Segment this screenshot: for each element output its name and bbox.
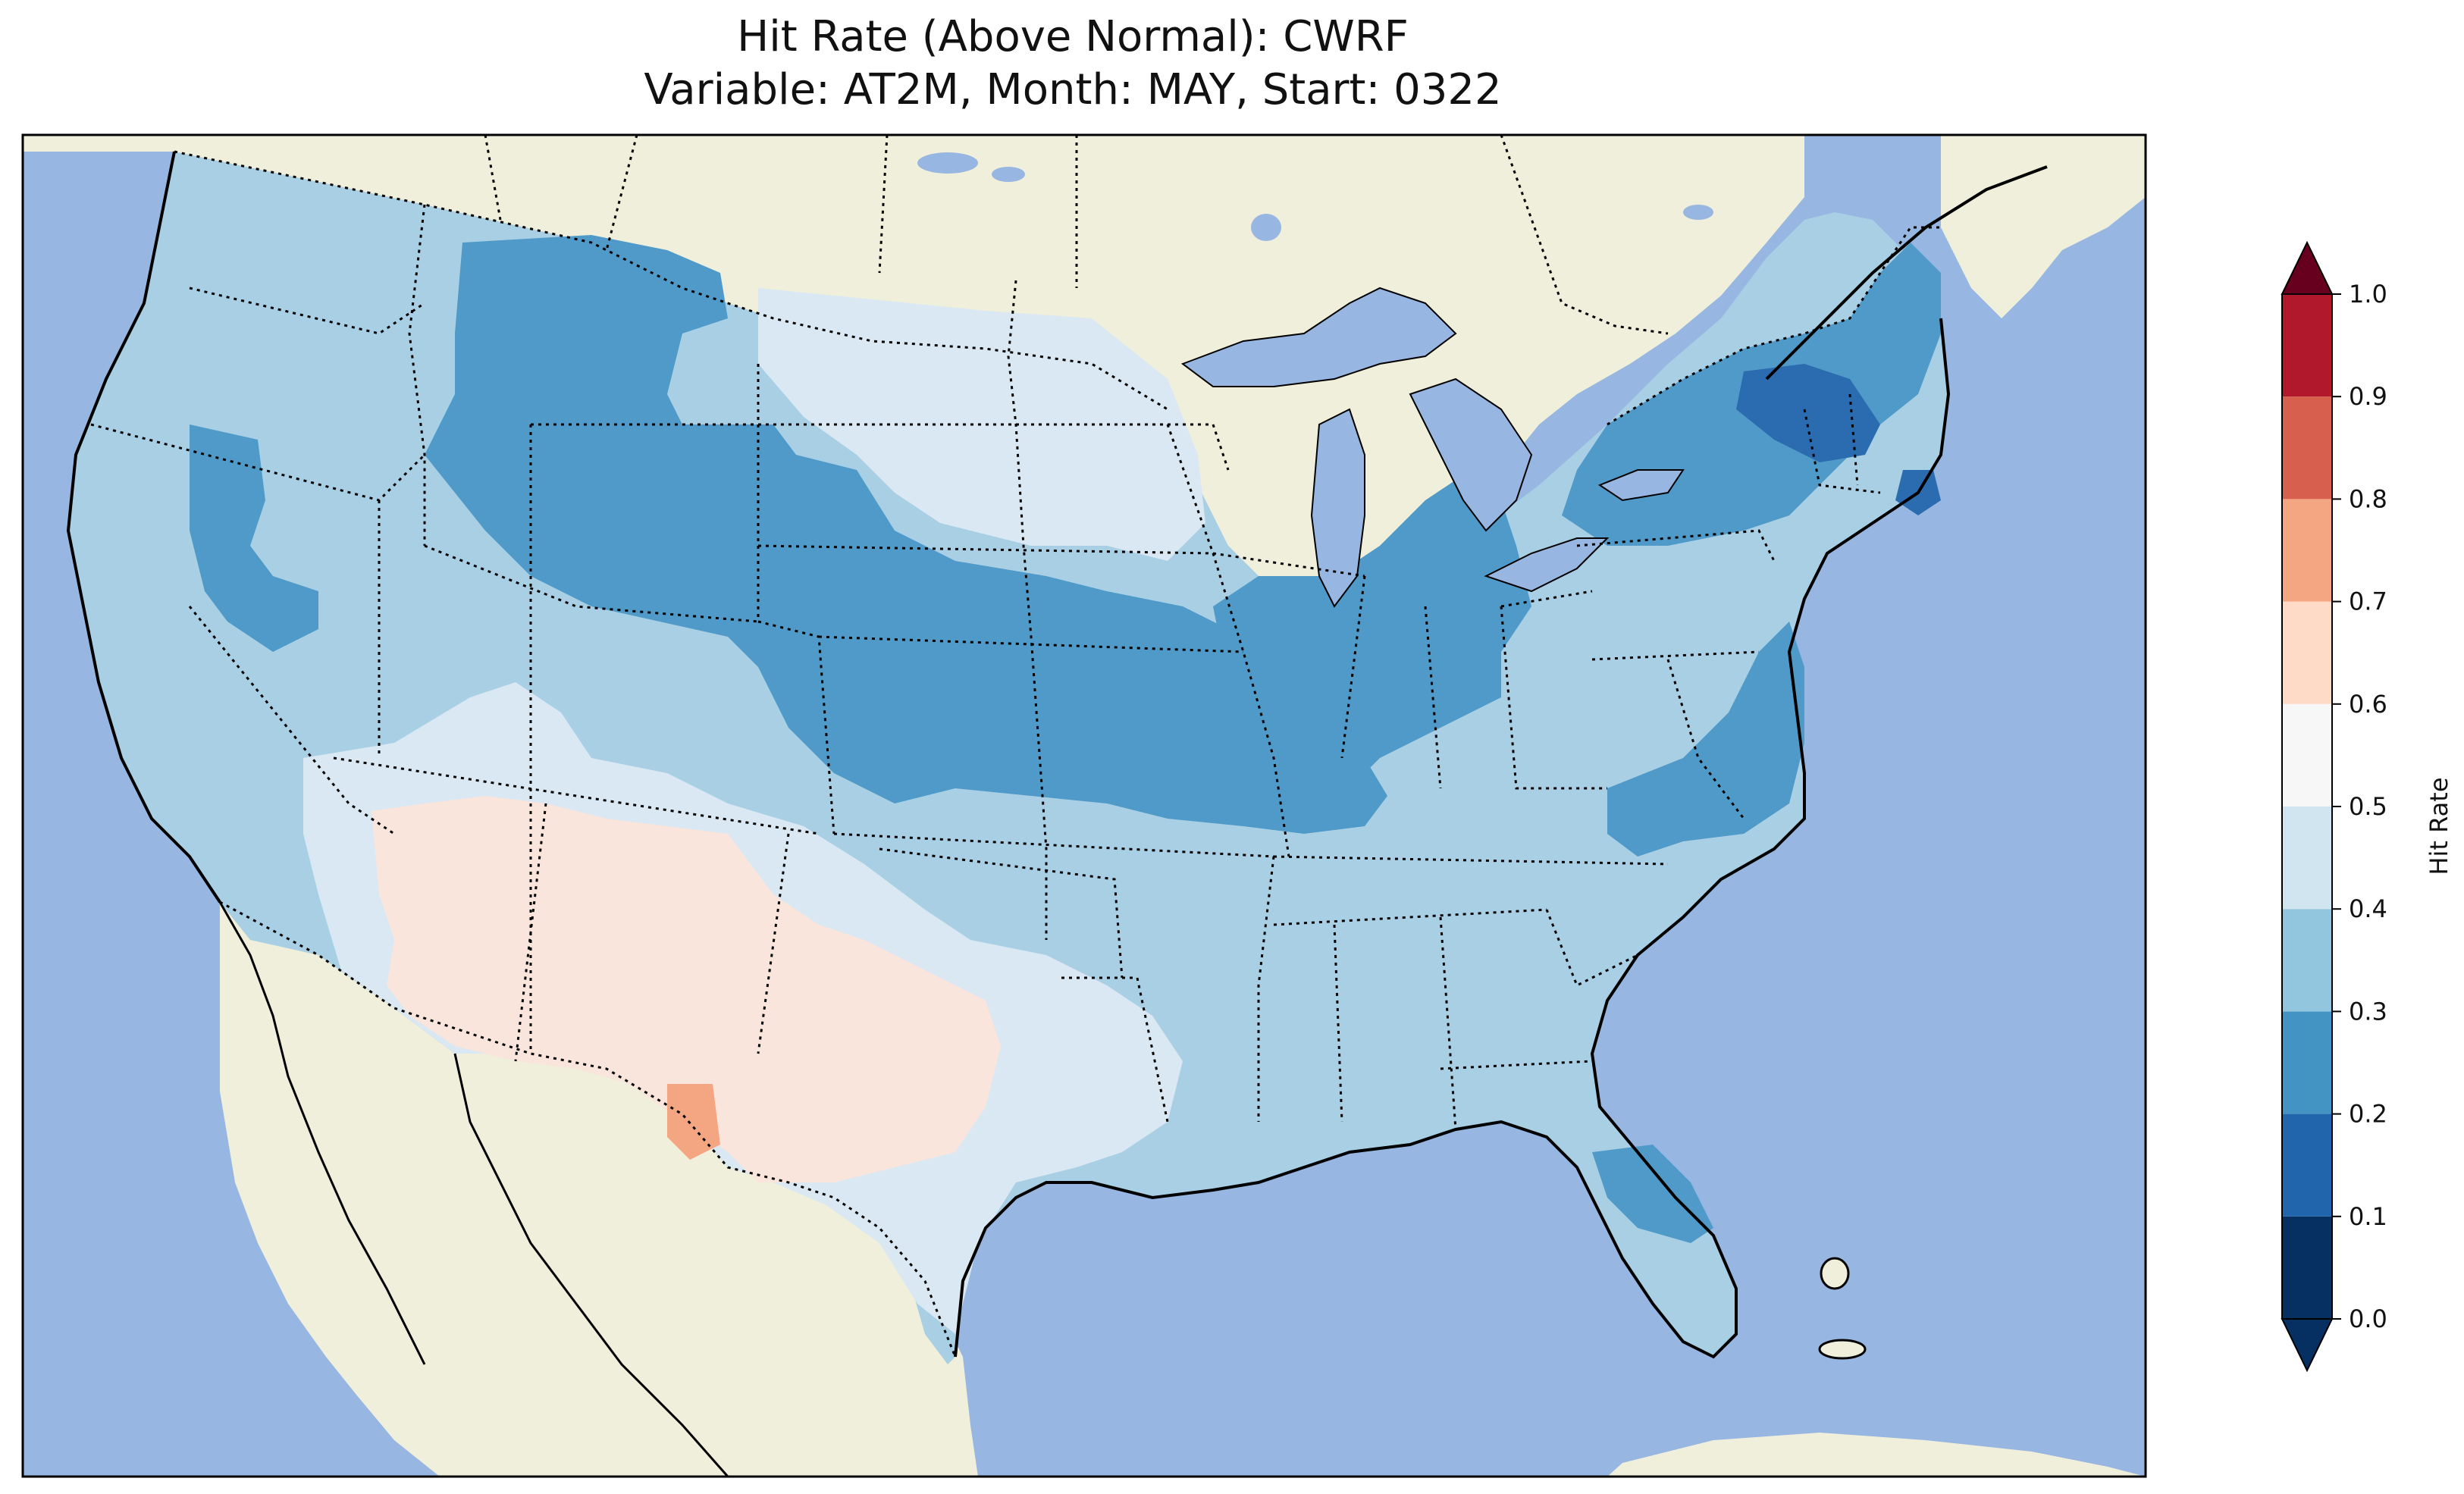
lake-erie bbox=[1484, 537, 1610, 593]
map-title: Hit Rate (Above Normal): CWRF Variable: … bbox=[0, 11, 2146, 117]
us-canada-border bbox=[174, 150, 1168, 411]
cuba-land bbox=[1607, 1433, 2146, 1477]
colorbar-bin bbox=[2282, 294, 2332, 397]
region-dark-west bbox=[425, 235, 1387, 834]
state-borders bbox=[90, 204, 1881, 1130]
us-mexico-border bbox=[219, 900, 957, 1358]
title-line-1: Hit Rate (Above Normal): CWRF bbox=[737, 12, 1409, 61]
colorbar-bin bbox=[2282, 807, 2332, 910]
colorbar-tick-label: 0.4 bbox=[2349, 894, 2387, 923]
colorbar-tick-label: 0.2 bbox=[2349, 1100, 2387, 1129]
us-coastline-west bbox=[66, 151, 221, 904]
colorbar-tick-label: 0.3 bbox=[2349, 997, 2387, 1026]
colorbar-bin bbox=[2282, 1216, 2332, 1319]
canada-lake bbox=[917, 152, 978, 174]
colorbar-label: Hit Rate bbox=[2425, 777, 2453, 875]
maritimes-land bbox=[1941, 135, 2146, 318]
lake-ontario bbox=[1597, 469, 1685, 502]
lake-superior bbox=[1180, 287, 1457, 387]
colorbar-bin bbox=[2282, 1011, 2332, 1114]
region-darkest-ny bbox=[1736, 364, 1880, 462]
colorbar-extend-min bbox=[2281, 1318, 2334, 1373]
colorbar-tick-label: 0.5 bbox=[2349, 792, 2387, 821]
region-dark-florida bbox=[1592, 1145, 1713, 1243]
colorbar-segments bbox=[2281, 240, 2334, 1373]
us-canada-border-east bbox=[1607, 226, 1941, 426]
canada-lake bbox=[1251, 214, 1281, 241]
colorbar-tick-label: 0.9 bbox=[2349, 382, 2387, 411]
region-very-light-north bbox=[758, 288, 1205, 561]
region-pink-southwest bbox=[371, 796, 1001, 1182]
colorbar-bin bbox=[2282, 1113, 2332, 1217]
colorbar-bin bbox=[2282, 499, 2332, 602]
bahamas-island bbox=[1818, 1339, 1867, 1360]
colorbar-tick-label: 0.8 bbox=[2349, 484, 2387, 513]
bahamas-island bbox=[1820, 1257, 1850, 1290]
province-borders bbox=[484, 135, 1669, 335]
baja-coastline bbox=[218, 901, 426, 1365]
colorbar-bin bbox=[2282, 396, 2332, 500]
canada-lake bbox=[1683, 205, 1713, 220]
map-frame bbox=[21, 133, 2147, 1478]
colorbar-bin bbox=[2282, 601, 2332, 704]
region-dark-midwest bbox=[1213, 470, 1531, 803]
colorbar-tick-label: 0.0 bbox=[2349, 1305, 2387, 1333]
colorbar-extend-max bbox=[2281, 240, 2334, 295]
region-salmon-bigbend bbox=[667, 1084, 720, 1160]
us-coastline-gulf bbox=[954, 318, 1951, 1359]
colorbar-bin bbox=[2282, 703, 2332, 807]
canada-lake bbox=[992, 167, 1025, 182]
colorbar-tick-label: 0.7 bbox=[2349, 587, 2387, 616]
title-line-2: Variable: AT2M, Month: MAY, Start: 0322 bbox=[644, 65, 1502, 114]
lake-huron bbox=[1409, 377, 1533, 532]
colorbar-tick-label: 1.0 bbox=[2349, 280, 2387, 309]
colorbar-tick-label: 0.1 bbox=[2349, 1202, 2387, 1231]
colorbar-bin bbox=[2282, 909, 2332, 1012]
st-lawrence-coastline bbox=[1765, 165, 2048, 381]
colorbar-ticks: 0.0 0.1 0.2 0.3 0.4 0.5 0.6 0.7 0.8 0.9 1.0 bbox=[2332, 280, 2387, 1333]
region-dark-midatlantic bbox=[1607, 622, 1804, 857]
mexico-coastline bbox=[453, 1053, 729, 1477]
colorbar-tick-label: 0.6 bbox=[2349, 690, 2387, 719]
baja-land bbox=[220, 902, 425, 1395]
region-dark-oregon bbox=[190, 424, 318, 652]
